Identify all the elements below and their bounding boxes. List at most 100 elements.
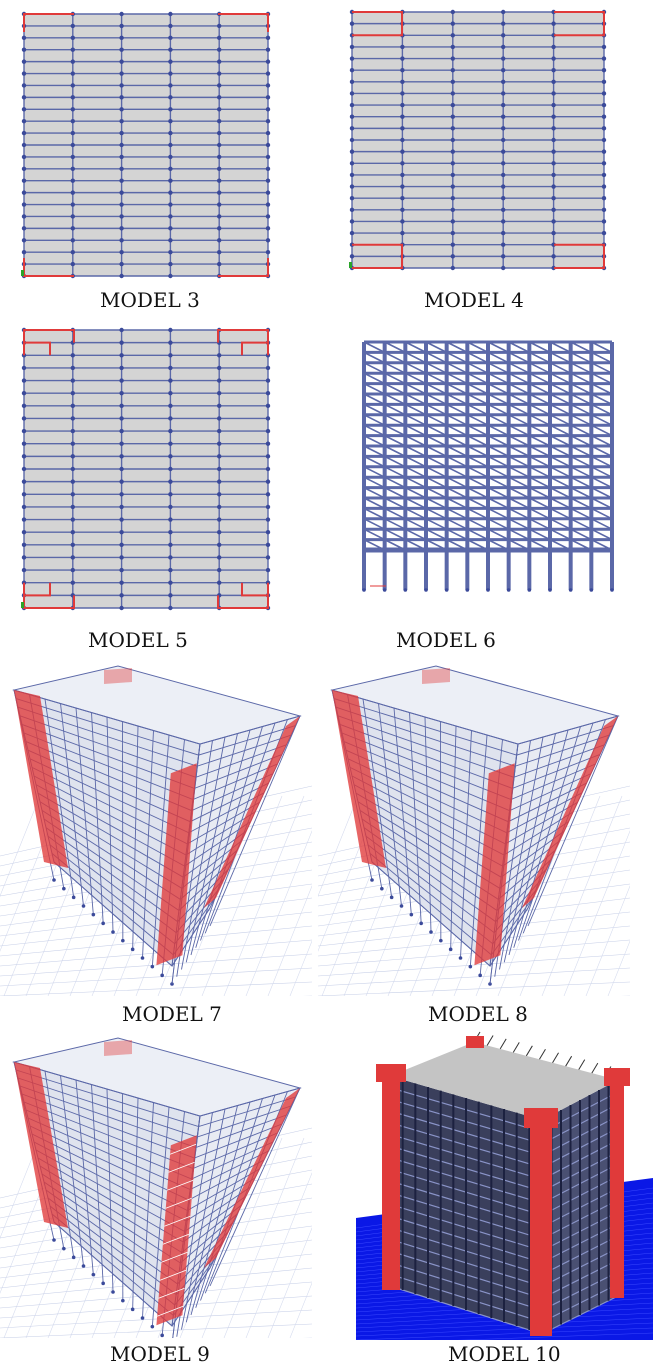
joint-node: [168, 11, 173, 17]
support-node: [140, 1316, 145, 1320]
joint-node: [119, 142, 124, 148]
joint-node: [217, 542, 222, 548]
brace: [466, 518, 489, 530]
joint-node: [265, 466, 271, 472]
joint-node: [551, 56, 556, 61]
brace: [528, 351, 551, 364]
joint-node: [265, 555, 271, 560]
brace: [549, 341, 572, 354]
joint-node: [265, 441, 271, 446]
brace: [590, 486, 613, 499]
column-line: [151, 1106, 170, 1327]
joint-node: [400, 114, 405, 119]
joint-node: [119, 214, 124, 219]
roof-post: [552, 1052, 559, 1063]
brace: [466, 424, 489, 437]
support-node: [389, 895, 394, 900]
joint-node: [265, 142, 271, 148]
joint-node: [21, 441, 27, 446]
brace: [508, 507, 530, 520]
shear-wall-left: [332, 690, 386, 868]
joint-node: [70, 580, 75, 585]
shear-wall-back: [104, 1040, 132, 1056]
brace: [590, 445, 613, 458]
support-node: [439, 938, 443, 943]
brace: [404, 434, 427, 447]
joint-node: [400, 126, 405, 131]
brace: [590, 372, 613, 385]
support-node: [448, 947, 453, 952]
joint-node: [21, 202, 27, 207]
brace: [508, 455, 530, 468]
joint-node: [70, 365, 75, 371]
column-line: [185, 1105, 238, 1323]
joint-node: [119, 403, 124, 409]
joint-node: [501, 195, 506, 201]
joint-node: [450, 230, 455, 236]
joint-node: [70, 555, 75, 560]
ground-grid: [607, 940, 630, 996]
ground-grid: [245, 1172, 312, 1338]
joint-node: [168, 390, 173, 396]
brace: [487, 372, 510, 385]
brace: [590, 528, 613, 541]
joint-node: [217, 529, 222, 535]
brace: [487, 403, 510, 416]
joint-node: [349, 254, 355, 259]
joint-node: [70, 529, 75, 535]
joint-node: [217, 214, 222, 219]
joint-node: [265, 107, 271, 112]
roof-post: [525, 1045, 533, 1057]
brace: [590, 393, 613, 406]
brace: [487, 528, 510, 541]
support-node: [91, 912, 96, 917]
joint-node: [501, 242, 506, 247]
brace: [425, 393, 448, 406]
joint-node: [168, 166, 173, 172]
joint-node: [551, 254, 556, 259]
joint-node: [70, 261, 75, 267]
joint-node: [601, 149, 607, 154]
wall-opening: [158, 1287, 185, 1299]
joint-node: [265, 517, 271, 522]
joint-node: [551, 149, 556, 154]
joint-node: [450, 33, 455, 38]
brace: [570, 424, 592, 437]
joint-node: [217, 580, 222, 585]
brace: [570, 403, 592, 416]
joint-node: [168, 178, 173, 183]
joint-node: [217, 202, 222, 207]
column-line: [181, 736, 226, 970]
support-node: [101, 921, 105, 926]
joint-node: [501, 207, 506, 213]
joint-node: [265, 529, 271, 535]
joint-node: [265, 542, 271, 548]
brace: [425, 372, 448, 385]
brace: [528, 414, 551, 426]
joint-node: [400, 56, 405, 61]
brace: [384, 486, 406, 499]
brace: [466, 455, 489, 468]
ground-grid: [267, 885, 312, 996]
shear-wall-br: [218, 258, 269, 277]
joint-node: [501, 33, 506, 38]
brace: [404, 424, 427, 437]
brace: [425, 455, 448, 468]
brace: [508, 497, 530, 510]
joint-node: [349, 114, 355, 119]
shear-wall-right: [204, 716, 300, 908]
brace: [425, 507, 448, 520]
joint-node: [501, 126, 506, 131]
brace: [363, 362, 386, 374]
joint-node: [70, 353, 75, 358]
brace: [590, 414, 613, 426]
brace: [363, 497, 386, 510]
ground-grid: [457, 1332, 653, 1340]
joint-node: [70, 517, 75, 522]
brace: [425, 445, 448, 458]
joint-node: [70, 390, 75, 396]
column-line: [106, 716, 114, 933]
brace: [466, 372, 489, 385]
model-8-caption: MODEL 8: [428, 1002, 528, 1026]
joint-node: [119, 353, 124, 358]
